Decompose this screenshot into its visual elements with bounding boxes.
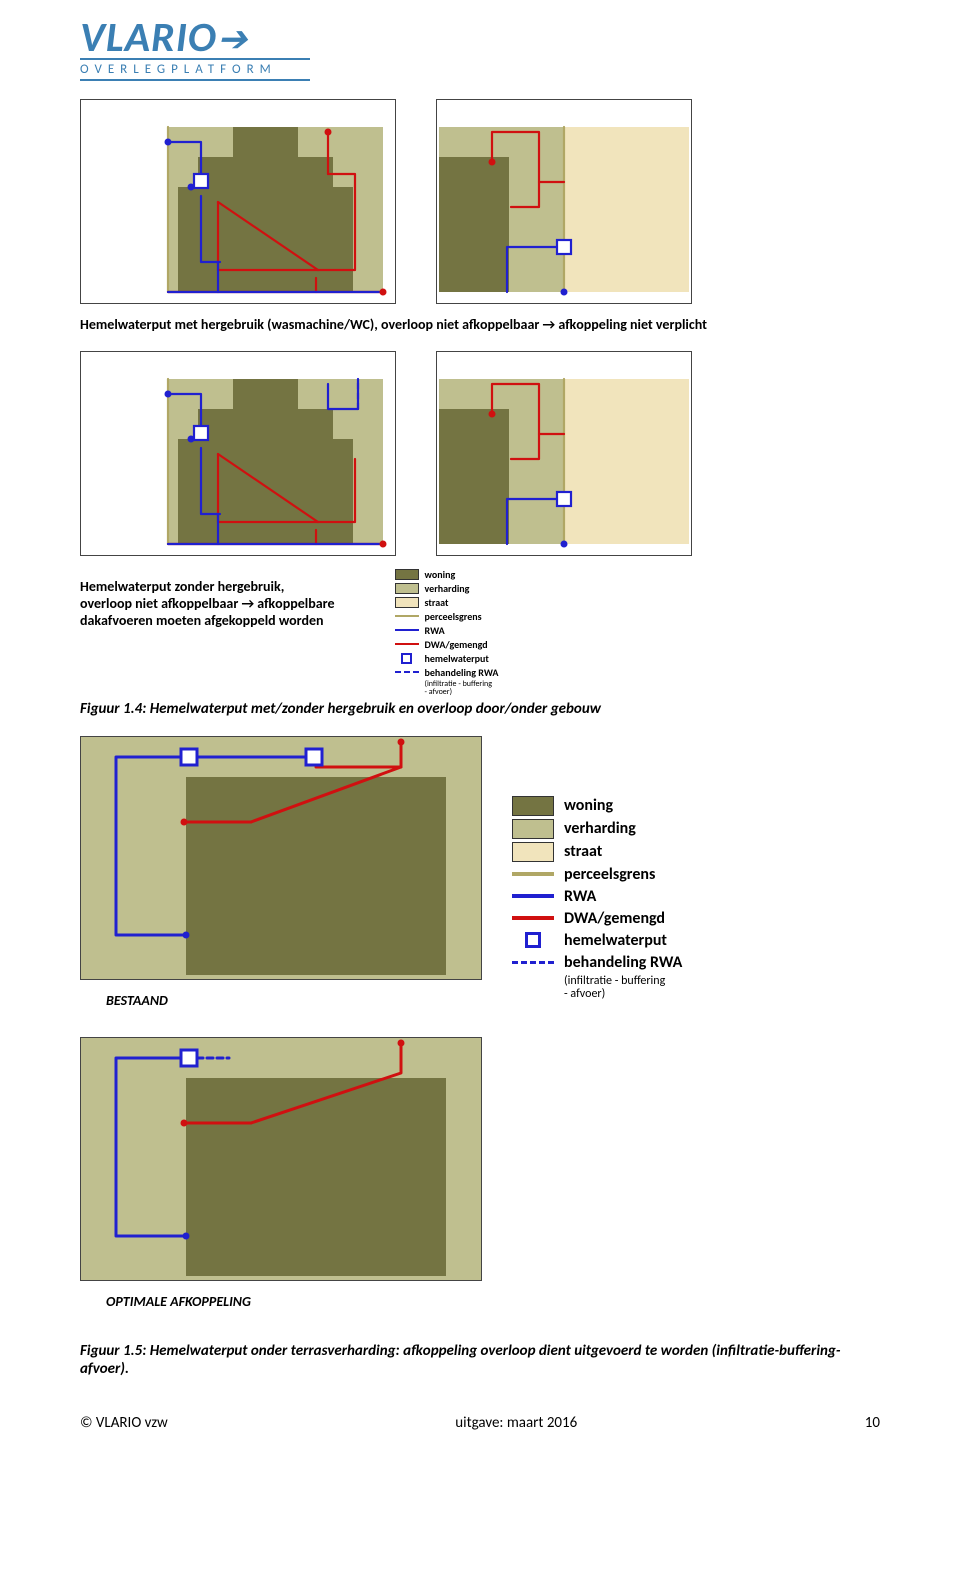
legend-item-straat: straat bbox=[395, 596, 499, 609]
legend-swatch bbox=[512, 796, 554, 816]
footer-right: 10 bbox=[865, 1414, 880, 1432]
legend-swatch bbox=[395, 671, 419, 673]
legend-item-behandeling-rwa: behandeling RWA bbox=[512, 953, 682, 972]
legend-item-hemelwaterput: hemelwaterput bbox=[395, 652, 499, 665]
svg-top-right bbox=[439, 102, 689, 297]
svg-bestaand bbox=[81, 737, 481, 975]
legend-swatch bbox=[512, 916, 554, 920]
vlario-logo: VLARIO➔ OVERLEGPLATFORM bbox=[80, 20, 880, 81]
legend-label: RWA bbox=[564, 887, 596, 906]
footer-left: © VLARIO vzw bbox=[80, 1414, 168, 1432]
legend-item-perceelsgrens: perceelsgrens bbox=[512, 865, 682, 884]
legend-item-verharding: verharding bbox=[512, 819, 682, 839]
legend-item-verharding: verharding bbox=[395, 582, 499, 595]
legend-item-dwa-gemengd: DWA/gemengd bbox=[395, 638, 499, 651]
legend-swatch bbox=[395, 569, 419, 580]
figure-caption-1-5: Figuur 1.5: Hemelwaterput onder terrasve… bbox=[80, 1342, 880, 1378]
legend-item-perceelsgrens: perceelsgrens bbox=[395, 610, 499, 623]
legend-label: behandeling RWA bbox=[425, 666, 499, 679]
legend-label: woning bbox=[425, 568, 456, 581]
legend-swatch bbox=[512, 961, 554, 964]
legend-swatch bbox=[395, 597, 419, 608]
legend-swatch bbox=[395, 643, 419, 645]
svg-top-left bbox=[83, 102, 393, 297]
svg-mid-left bbox=[83, 354, 393, 549]
svg-optimaal bbox=[81, 1038, 481, 1276]
logo-main-text: VLARIO bbox=[80, 12, 217, 63]
svg-mid-right bbox=[439, 354, 689, 549]
legend-label: woning bbox=[564, 796, 613, 815]
label-bestaand: BESTAAND bbox=[106, 992, 482, 1009]
diagram-top-left bbox=[80, 99, 396, 304]
diagram-mid-left bbox=[80, 351, 396, 556]
legend-label: verharding bbox=[425, 582, 470, 595]
legend-swatch bbox=[395, 615, 419, 617]
legend-item-dwa-gemengd: DWA/gemengd bbox=[512, 909, 682, 928]
legend-item-woning: woning bbox=[512, 796, 682, 816]
legend-swatch bbox=[512, 842, 554, 862]
legend-label: straat bbox=[564, 842, 602, 861]
panel-optimaal bbox=[80, 1037, 482, 1281]
legend-sublabel: (infiltratie - buffering bbox=[564, 975, 682, 988]
diagram-row-2 bbox=[80, 351, 880, 556]
legend-item-rwa: RWA bbox=[512, 887, 682, 906]
figure-1-5-block: BESTAAND OPTIMALE AFKOPPELING woning verh… bbox=[80, 736, 880, 1338]
legend-swatch bbox=[401, 653, 412, 664]
caption-legend-row: Hemelwaterput zonder hergebruik, overloo… bbox=[80, 568, 880, 696]
page-footer: © VLARIO vzw uitgave: maart 2016 10 bbox=[80, 1414, 880, 1432]
footer-center: uitgave: maart 2016 bbox=[455, 1414, 577, 1432]
legend-label: verharding bbox=[564, 819, 636, 838]
legend-sublabel: - afvoer) bbox=[564, 988, 682, 1001]
caption-1: Hemelwaterput met hergebruik (wasmachine… bbox=[80, 316, 880, 333]
legend-label: DWA/gemengd bbox=[564, 909, 665, 928]
legend-label: behandeling RWA bbox=[564, 953, 682, 972]
caption-2: Hemelwaterput zonder hergebruik, overloo… bbox=[80, 578, 335, 629]
legend-label: RWA bbox=[425, 624, 445, 637]
caption-2-l2: overloop niet afkoppelbaar → afkoppelbar… bbox=[80, 595, 335, 612]
legend-item-behandeling-rwa: behandeling RWA bbox=[395, 666, 499, 679]
figure-caption-1-4: Figuur 1.4: Hemelwaterput met/zonder her… bbox=[80, 700, 880, 718]
logo-subtitle: OVERLEGPLATFORM bbox=[80, 62, 880, 77]
legend-label: hemelwaterput bbox=[564, 931, 667, 950]
caption-2-l3: dakafvoeren moeten afgekoppeld worden bbox=[80, 612, 335, 629]
caption-2-l1: Hemelwaterput zonder hergebruik, bbox=[80, 578, 335, 595]
label-optimaal: OPTIMALE AFKOPPELING bbox=[106, 1293, 482, 1310]
legend-item-rwa: RWA bbox=[395, 624, 499, 637]
legend-item-straat: straat bbox=[512, 842, 682, 862]
legend-label: perceelsgrens bbox=[425, 610, 482, 623]
legend-swatch bbox=[525, 932, 541, 948]
panel-bestaand bbox=[80, 736, 482, 980]
legend-swatch bbox=[395, 583, 419, 594]
diagram-mid-right bbox=[436, 351, 692, 556]
legend-label: straat bbox=[425, 596, 449, 609]
logo-arrow: ➔ bbox=[217, 17, 248, 61]
legend-sublabel: - afvoer) bbox=[425, 688, 499, 696]
diagram-row-1 bbox=[80, 99, 880, 304]
legend-label: perceelsgrens bbox=[564, 865, 655, 884]
legend-item-hemelwaterput: hemelwaterput bbox=[512, 931, 682, 950]
legend-swatch bbox=[395, 629, 419, 631]
diagram-top-right bbox=[436, 99, 692, 304]
legend-item-woning: woning bbox=[395, 568, 499, 581]
legend-swatch bbox=[512, 872, 554, 876]
small-legend: woningverhardingstraatperceelsgrensRWADW… bbox=[395, 568, 499, 696]
legend-label: hemelwaterput bbox=[425, 652, 489, 665]
legend-swatch bbox=[512, 819, 554, 839]
legend-swatch bbox=[512, 894, 554, 898]
big-legend: woning verharding straat perceelsgrens RWA DW… bbox=[512, 796, 682, 1338]
legend-label: DWA/gemengd bbox=[425, 638, 488, 651]
